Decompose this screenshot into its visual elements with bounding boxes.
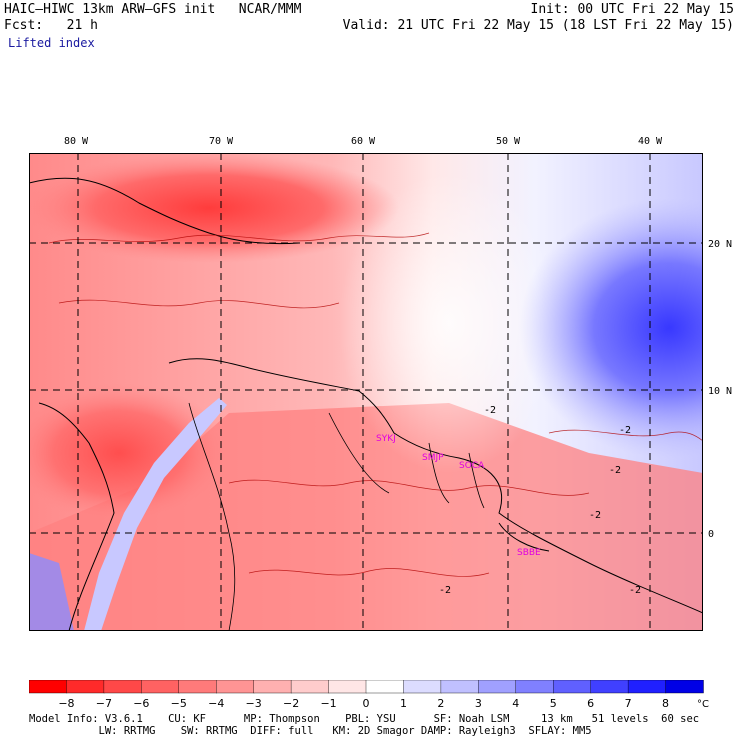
colorbar-tick-label: 2: [437, 697, 444, 710]
lon-label-60w: 60 W: [351, 136, 376, 147]
colorbar-tick-label: −6: [133, 697, 149, 710]
colorbar-swatch: [290, 680, 330, 694]
colorbar-tick-label: 4: [512, 697, 519, 710]
colorbar-swatch: [66, 680, 105, 694]
colorbar-tick-label: −8: [58, 697, 74, 710]
border-guyana-suriname: [428, 442, 450, 504]
coastlines: [29, 177, 703, 631]
colorbar-swatch: [365, 680, 405, 694]
colorbar-swatch: [216, 680, 255, 694]
contour-line: [48, 232, 430, 244]
colorbar-swatch: [178, 680, 217, 694]
colorbar-unit: °C: [697, 699, 709, 710]
colorbar-tick-label: 1: [400, 697, 407, 710]
colorbar-tick-label: −4: [208, 697, 224, 710]
colorbar-swatch: [29, 680, 68, 694]
colorbar-tick-label: −2: [283, 697, 299, 710]
map-frame: [29, 153, 703, 631]
guianas-brazil-coast: [358, 390, 703, 614]
colorbar: −8 −7 −6 −5 −4 −3 −2 −1 0 1 2 3 4 5 6 7 8 °C: [29, 680, 709, 710]
model-title: HAIC–HIWC 13km ARW–GFS init NCAR/MMM: [4, 2, 302, 17]
contour-value-labels: -2 -2 -2 -2 -2 -2: [439, 405, 641, 596]
station-label-soca: SOCA: [459, 461, 485, 471]
contour-line: [248, 568, 490, 577]
lon-label-40w: 40 W: [638, 136, 663, 147]
lat-label-10n: 10 N: [708, 386, 732, 397]
border-venezuela-guyana: [328, 412, 390, 494]
contour-label: -2: [589, 510, 601, 521]
colorbar-swatch: [141, 680, 180, 694]
contour-line: [548, 429, 703, 442]
stable-central-region: [339, 173, 559, 473]
station-label-smjp: SMJP: [422, 453, 444, 463]
colorbar-swatch: [328, 680, 367, 694]
colorbar-swatches: [29, 680, 704, 694]
contour-label: -2: [484, 405, 496, 416]
colorbar-swatch: [665, 680, 704, 694]
colorbar-tick-label: 3: [475, 697, 482, 710]
lon-label-70w: 70 W: [209, 136, 234, 147]
forecast-hour: Fcst: 21 h: [4, 18, 98, 33]
colorbar-tick-label: −1: [320, 697, 336, 710]
colorbar-swatch: [553, 680, 592, 694]
contour-label: -2: [609, 465, 621, 476]
colorbar-swatch: [440, 680, 480, 694]
colombia-instability: [29, 383, 229, 523]
lat-label-20n: 20 N: [708, 239, 732, 250]
border-suriname-guiana: [468, 452, 485, 509]
colorbar-tick-label: 7: [625, 697, 632, 710]
valid-time: Valid: 21 UTC Fri 22 May 15 (18 LST Fri …: [342, 18, 734, 33]
lifted-index-map: -2 -2 -2 -2 -2 -2 SYKJ SMJP SOCA SBBE: [29, 153, 703, 631]
country-borders: [188, 402, 485, 631]
model-info-line2: LW: RRTMG SW: RRTMG DIFF: full KM: 2D Sm…: [29, 725, 592, 737]
station-label-sykj: SYKJ: [376, 434, 396, 444]
colorbar-tick-label: 8: [662, 697, 669, 710]
colorbar-ticks: −8 −7 −6 −5 −4 −3 −2 −1 0 1 2 3 4 5 6 7 8: [58, 697, 669, 710]
amazon-mouth: [498, 522, 550, 552]
venezuela-north-coast: [168, 358, 360, 392]
contour-label: -2: [629, 585, 641, 596]
colorbar-tick-label: 0: [363, 697, 370, 710]
model-info-line1: Model Info: V3.6.1 CU: KF MP: Thompson P…: [29, 713, 700, 725]
lon-label-80w: 80 W: [64, 136, 89, 147]
andes-stable-strip: [84, 398, 227, 631]
caribbean-instability: [29, 153, 399, 263]
colorbar-tick-label: 6: [587, 697, 594, 710]
colorbar-swatch: [590, 680, 629, 694]
lon-label-50w: 50 W: [496, 136, 521, 147]
latitude-labels: 20 N 10 N 0: [708, 239, 732, 540]
colorbar-swatch: [403, 680, 442, 694]
colorbar-swatch: [103, 680, 143, 694]
colorbar-swatch: [627, 680, 667, 694]
pacific-coast: [38, 402, 115, 631]
colorbar-tick-label: −7: [96, 697, 112, 710]
contour-line: [58, 299, 340, 309]
pacific-stable-region: [29, 553, 74, 631]
greater-antilles-coast: [29, 177, 300, 245]
colorbar-swatch: [478, 680, 517, 694]
atlantic-stable-region: [519, 198, 703, 458]
contour-label: -2: [619, 425, 631, 436]
contour-line: [228, 479, 590, 496]
lat-lon-grid: [29, 153, 703, 631]
colorbar-swatch: [515, 680, 554, 694]
init-time: Init: 00 UTC Fri 22 May 15: [530, 2, 735, 17]
station-label-sbbe: SBBE: [517, 548, 541, 558]
li-contours: [48, 232, 703, 577]
station-markers: SYKJ SMJP SOCA SBBE: [376, 434, 541, 558]
border-colombia-venezuela: [188, 402, 236, 631]
lat-label-0: 0: [708, 529, 714, 540]
longitude-labels: 80 W 70 W 60 W 50 W 40 W: [64, 136, 663, 147]
colorbar-tick-label: −3: [246, 697, 262, 710]
colorbar-tick-label: −5: [171, 697, 187, 710]
contour-label: -2: [439, 585, 451, 596]
colorbar-tick-label: 5: [550, 697, 557, 710]
colorbar-swatch: [253, 680, 292, 694]
field-name: Lifted index: [8, 36, 95, 50]
